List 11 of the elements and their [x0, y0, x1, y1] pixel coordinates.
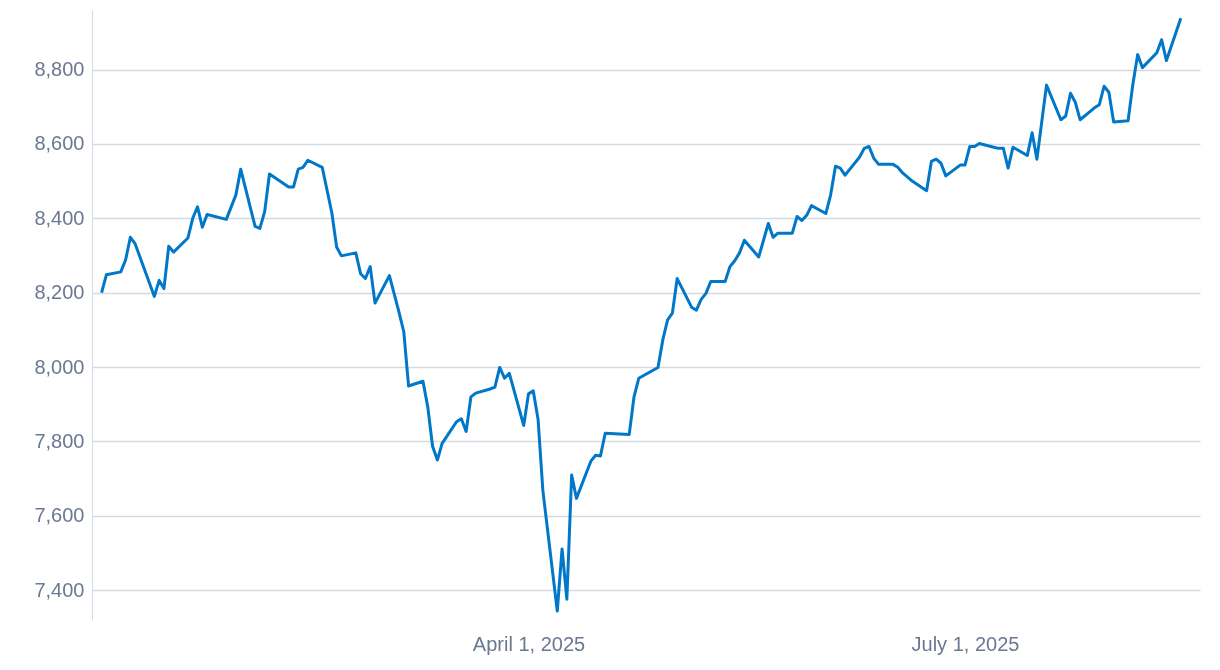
- line-series: [100, 16, 1183, 613]
- y-tick-label: 8,800: [34, 58, 85, 81]
- y-tick-label: 8,200: [34, 281, 85, 304]
- y-tick-label: 8,400: [34, 206, 85, 229]
- x-tick-label: April 1, 2025: [472, 632, 586, 655]
- x-tick-label: July 1, 2025: [911, 632, 1020, 655]
- y-tick-label: 7,800: [34, 429, 85, 452]
- y-tick-label: 7,400: [34, 578, 85, 601]
- y-tick-label: 7,600: [34, 504, 85, 527]
- y-tick-label: 8,000: [34, 355, 85, 378]
- y-tick-label: 8,600: [34, 132, 85, 155]
